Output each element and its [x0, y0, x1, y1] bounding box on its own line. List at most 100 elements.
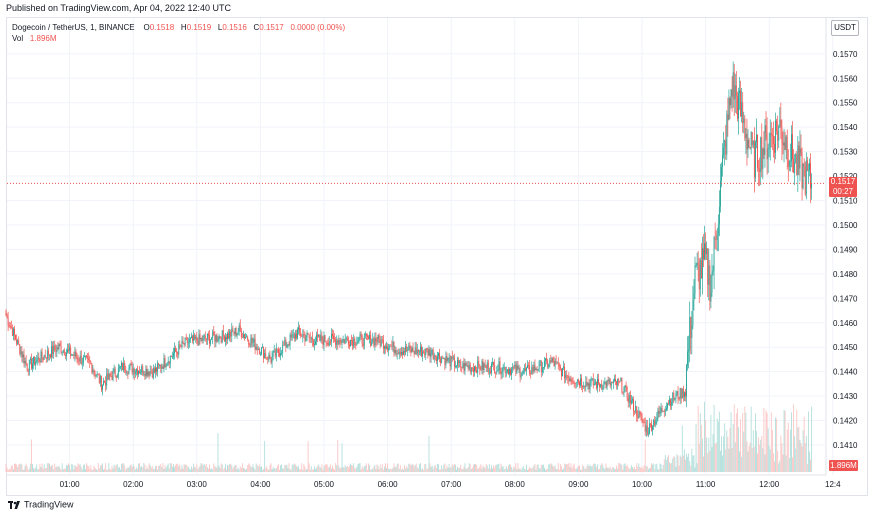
volume-bar — [611, 467, 613, 472]
volume-bar — [39, 463, 41, 472]
volume-bar — [776, 418, 778, 472]
candle-body — [765, 125, 767, 133]
candle-body — [282, 344, 284, 354]
candle-body — [580, 378, 581, 386]
legend: Dogecoin / TetherUS, 1, BINANCE O0.1518 … — [12, 22, 345, 44]
volume-bar — [661, 469, 663, 472]
volume-bar — [648, 468, 650, 472]
candle-body — [399, 351, 401, 355]
candle-body — [612, 380, 614, 383]
volume-bar — [126, 468, 128, 472]
candle-body — [743, 118, 745, 124]
candle-body — [719, 180, 721, 207]
price-tick-label: 0.1420 — [833, 417, 858, 426]
volume-bar — [758, 437, 760, 472]
candle-body — [732, 72, 734, 97]
candle-body — [251, 337, 253, 343]
volume-bar — [251, 467, 253, 472]
candle-body — [109, 373, 111, 376]
volume-bar — [169, 463, 171, 472]
time-axis[interactable]: 01:00 02:00 03:00 04:00 05:00 06:00 07:00 08:00… — [60, 480, 842, 489]
candle-body — [504, 367, 506, 374]
volume-bar — [161, 467, 163, 472]
price-axis[interactable]: 0.14100.14200.14300.14400.14500.14600.14… — [833, 50, 858, 450]
candle-body — [647, 433, 649, 435]
volume-bar — [232, 468, 234, 472]
volume-bar — [78, 464, 80, 472]
volume-bar — [56, 466, 58, 472]
brand-name: TradingView — [24, 499, 74, 510]
candle-body — [253, 338, 255, 343]
candle-body — [599, 383, 601, 387]
candle-body — [486, 362, 488, 369]
candle-body — [102, 384, 103, 390]
candle-body — [721, 167, 722, 181]
candle-body — [310, 337, 312, 339]
volume-bar — [415, 463, 417, 472]
volume-bar — [356, 466, 358, 472]
volume-bar — [295, 466, 297, 472]
candle-body — [348, 344, 350, 346]
volume-bar — [456, 469, 457, 472]
volume-bar — [87, 465, 89, 472]
candle-body — [519, 368, 521, 377]
volume-bar — [687, 456, 689, 472]
volume-bar — [777, 450, 779, 472]
candle-body — [324, 335, 326, 342]
volume-bar — [193, 463, 195, 472]
low-value: 0.1516 — [222, 23, 247, 32]
volume-bar — [235, 465, 237, 472]
candle-body — [333, 336, 334, 339]
candle-body — [306, 332, 308, 338]
volume-bar — [690, 465, 692, 472]
candle-body — [604, 381, 606, 383]
volume-bar — [779, 460, 781, 472]
volume-bar — [585, 468, 587, 472]
candle-body — [16, 339, 18, 344]
volume-bar — [178, 466, 180, 472]
volume-bar — [795, 448, 797, 472]
volume-bar — [546, 469, 548, 472]
symbol-label[interactable]: Dogecoin / TetherUS, 1, BINANCE — [12, 23, 135, 32]
candle-body — [555, 361, 557, 363]
volume-bar — [466, 468, 468, 472]
candle-body — [461, 367, 463, 369]
candle-body — [753, 140, 755, 178]
candle-body — [522, 371, 524, 374]
volume-label[interactable]: Vol — [12, 34, 24, 43]
volume-bar — [165, 467, 167, 472]
candle-body — [801, 152, 803, 189]
volume-bar — [125, 469, 127, 472]
candle-body — [759, 168, 761, 172]
candle-body — [202, 336, 204, 341]
tradingview-branding[interactable]: TradingView — [8, 497, 74, 511]
candle-body — [39, 361, 41, 363]
candle-body — [804, 166, 806, 195]
volume-bar — [284, 464, 286, 472]
candle-body — [309, 337, 311, 339]
currency-button[interactable]: USDT — [831, 20, 859, 36]
candle-body — [442, 357, 444, 359]
chart-pane[interactable] — [6, 17, 868, 496]
candle-body — [408, 345, 410, 351]
candle-body — [634, 411, 636, 412]
volume-bar — [526, 464, 527, 472]
candle-body — [618, 379, 620, 382]
candle-body — [372, 338, 374, 343]
candle-body — [666, 403, 668, 408]
volume-bar — [417, 468, 419, 472]
candle-body — [355, 344, 357, 346]
volume-bar — [453, 463, 455, 472]
candle-body — [560, 368, 562, 377]
volume-bar — [167, 463, 169, 472]
candle-body — [421, 346, 422, 357]
candle-body — [52, 346, 54, 355]
candle-body — [231, 328, 233, 337]
volume-bar — [811, 406, 813, 472]
volume-bar — [442, 468, 444, 472]
candle-body — [267, 357, 269, 360]
volume-bar — [107, 469, 109, 472]
candle-body — [607, 380, 609, 382]
candle-body — [534, 364, 536, 371]
